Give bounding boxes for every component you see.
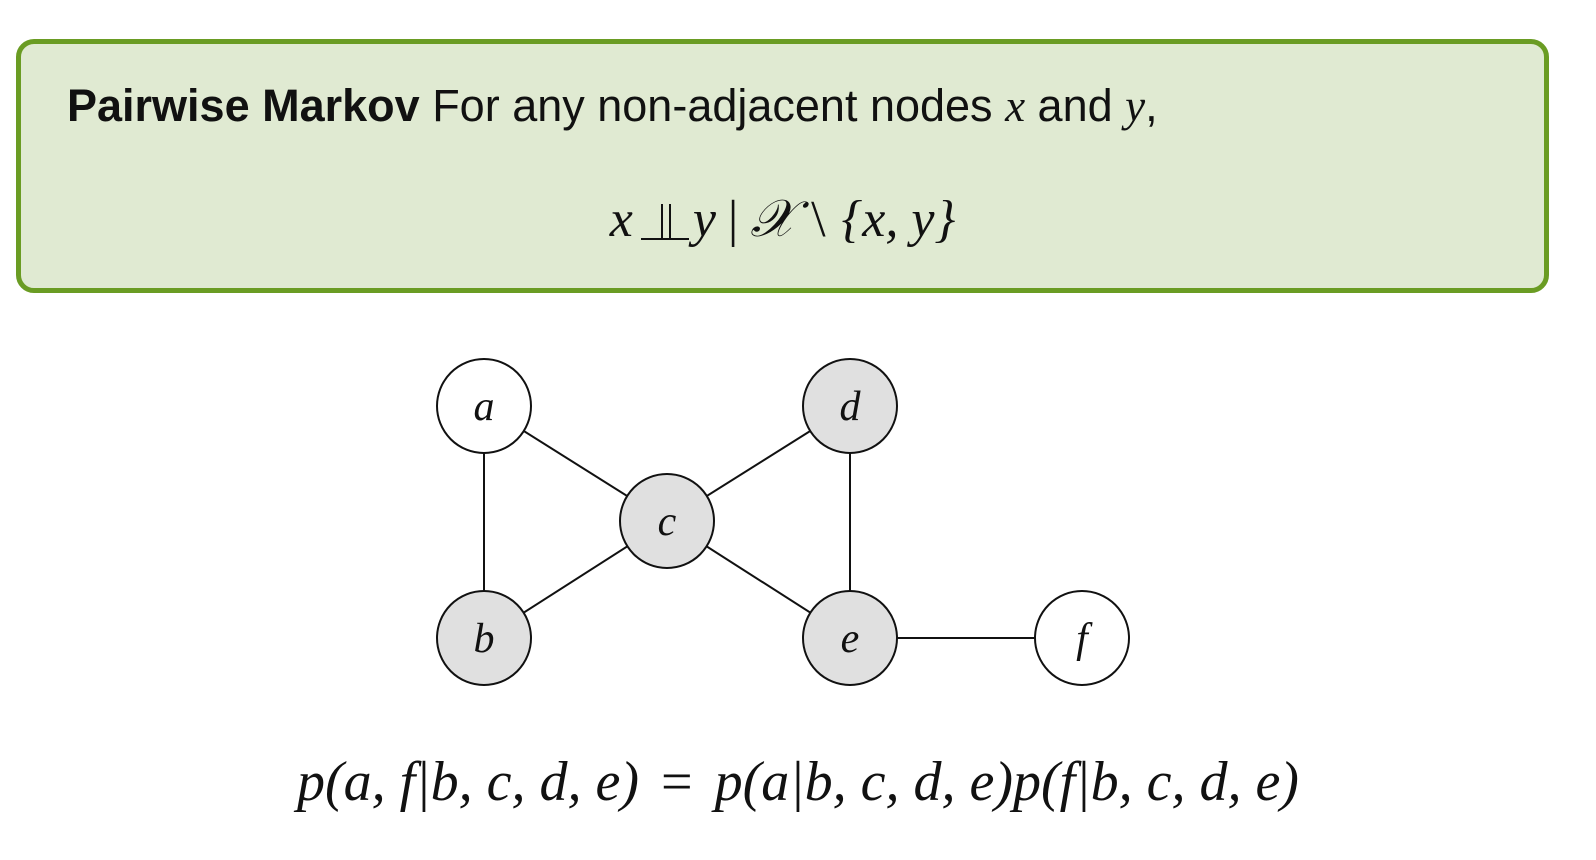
node-f-circle <box>1034 590 1130 686</box>
graph-edges <box>483 405 1082 639</box>
variable-x: x <box>1005 81 1026 131</box>
factorization-equation: p(a, f|b, c, d, e) = p(a|b, c, d, e)p(f|b,… <box>0 748 1596 814</box>
definition-text-after: , <box>1145 80 1158 131</box>
independence-symbol <box>640 200 689 240</box>
node-f: f <box>1034 590 1130 686</box>
node-e-circle <box>802 590 898 686</box>
node-b-label: b <box>474 616 495 662</box>
node-e: e <box>802 590 898 686</box>
node-d: d <box>802 358 898 454</box>
node-a-label: a <box>474 384 495 430</box>
node-d-label: d <box>840 384 862 430</box>
node-c-circle <box>619 473 715 569</box>
node-a: a <box>436 358 532 454</box>
independence-formula: x y | 𝒳 \ {x, y} <box>21 189 1544 250</box>
formula-set-symbol: 𝒳 <box>750 191 796 248</box>
formula-setminus: \ <box>811 191 826 248</box>
formula-right-var: y <box>692 191 716 248</box>
node-d-circle <box>802 358 898 454</box>
definition-term: Pairwise Markov <box>67 80 420 131</box>
graph-nodes: a b c d e f <box>436 358 1130 686</box>
equation-lhs: p(a, f|b, c, d, e) <box>297 751 639 813</box>
definition-text-before: For any non-adjacent nodes <box>419 80 1006 131</box>
node-e-label: e <box>841 616 860 662</box>
equation-rhs: p(a|b, c, d, e)p(f|b, c, d, e) <box>714 751 1299 813</box>
node-a-circle <box>436 358 532 454</box>
variable-y: y <box>1125 81 1146 131</box>
equation-equals: = <box>661 751 693 813</box>
node-b-circle <box>436 590 532 686</box>
node-c-label: c <box>658 499 677 545</box>
node-c: c <box>619 473 715 569</box>
definition-box: Pairwise Markov For any non-adjacent nod… <box>16 39 1549 293</box>
node-b: b <box>436 590 532 686</box>
formula-removed-set: {x, y} <box>841 191 956 248</box>
formula-given-bar: | <box>727 191 739 248</box>
definition-text-between: and <box>1025 80 1126 131</box>
formula-left-var: x <box>609 191 633 248</box>
definition-statement: Pairwise Markov For any non-adjacent nod… <box>67 80 1158 132</box>
